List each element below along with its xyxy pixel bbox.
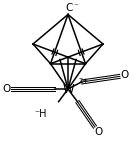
Text: ⁻: ⁻	[73, 2, 78, 11]
Text: O: O	[3, 84, 11, 94]
Text: C: C	[65, 3, 72, 13]
Text: O: O	[120, 70, 129, 80]
Text: O: O	[95, 127, 103, 137]
Text: 2+: 2+	[78, 78, 88, 84]
Text: ⁻H: ⁻H	[35, 109, 47, 119]
Text: W: W	[62, 82, 74, 95]
